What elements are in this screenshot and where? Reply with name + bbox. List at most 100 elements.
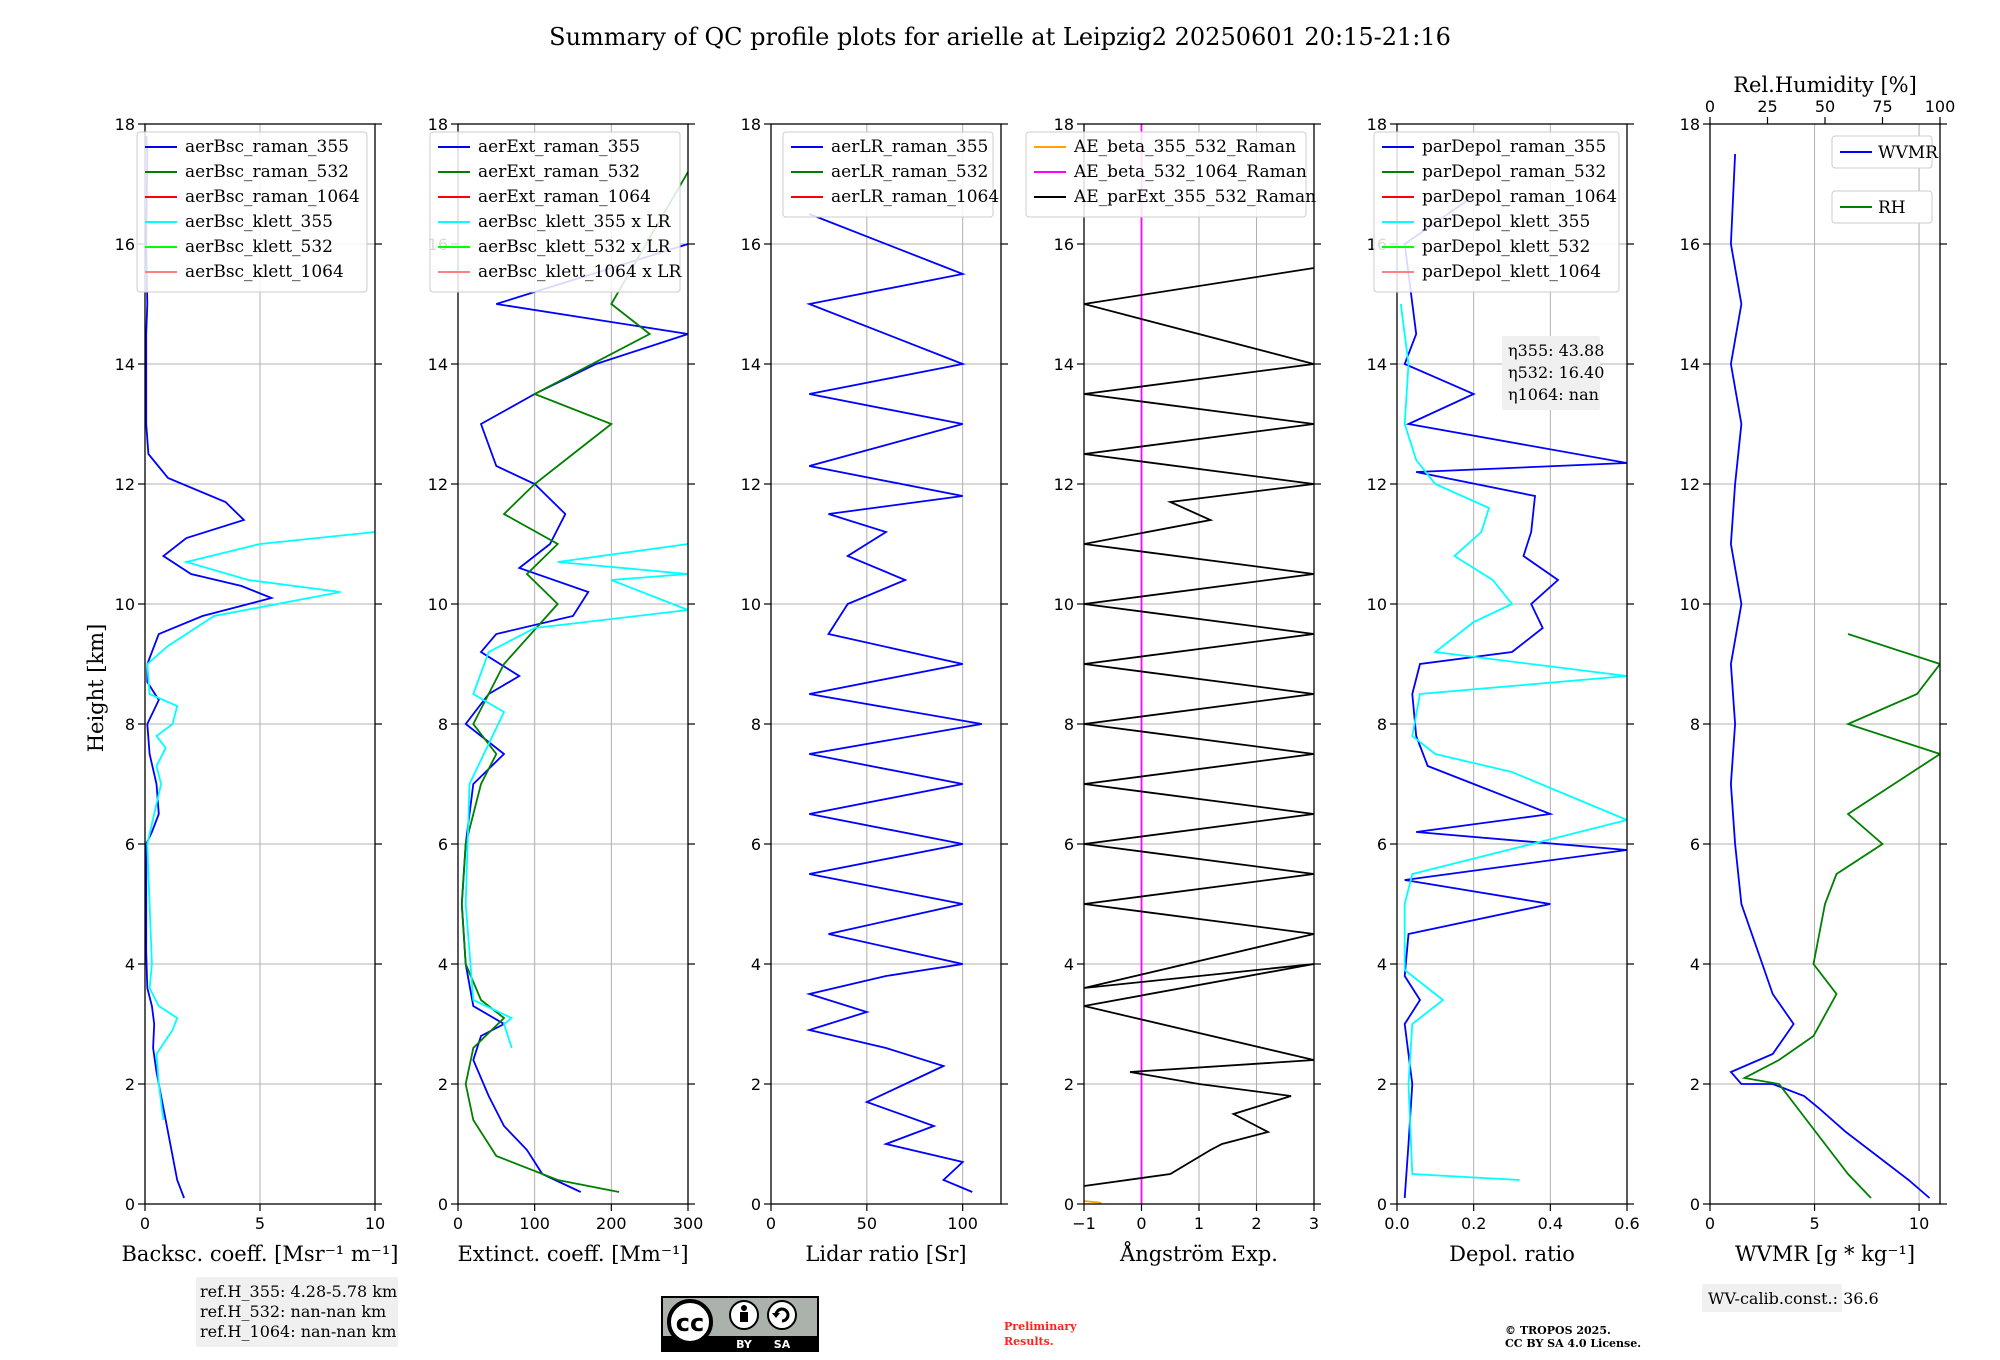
y-tick-label: 6 (1690, 835, 1700, 854)
y-tick-label: 18 (428, 115, 448, 134)
x-tick-label: 0 (1136, 1214, 1146, 1233)
x-tick-label: 10 (365, 1214, 385, 1233)
legend-label: parDepol_raman_355 (1422, 137, 1606, 157)
y-tick-label: 6 (438, 835, 448, 854)
y-tick-label: 6 (125, 835, 135, 854)
legend-label: parDepol_raman_532 (1422, 162, 1606, 182)
x-tick-label: 0.4 (1538, 1214, 1563, 1233)
legend-label: RH (1878, 198, 1906, 218)
panels: 0 2 4 6 8 10 12 14 16 18 0 5 10 Backsc. coeff. [Msr⁻¹… (115, 73, 1956, 1312)
y-tick-label: 8 (438, 715, 448, 734)
series-group (1729, 153, 1940, 1199)
figure-title: Summary of QC profile plots for arielle … (549, 23, 1451, 51)
y-tick-label: 4 (1064, 955, 1074, 974)
cc-license-logo: cc BY SA (661, 1296, 819, 1352)
series-group (460, 171, 688, 1193)
series-line-WVMR (1729, 153, 1931, 1199)
legend-box (1831, 190, 1933, 224)
legend-label: AE_beta_532_1064_Raman (1073, 162, 1307, 182)
eta-eta1064: η1064: nan (1508, 385, 1599, 404)
y-tick-label: 12 (115, 475, 135, 494)
panel-2: 0246810121416180100200300Extinct. coeff.… (428, 115, 704, 1266)
x-tick-label: 0 (453, 1214, 463, 1233)
legend-label: aerBsc_klett_1064 (185, 262, 344, 282)
x2-tick-label: 75 (1872, 97, 1892, 116)
copyright-line-2: CC BY SA 4.0 License. (1505, 1337, 1641, 1350)
y-tick-label: 4 (1690, 955, 1700, 974)
preliminary-line-2: Results. (1004, 1335, 1054, 1348)
eta-box (1502, 336, 1600, 410)
axes-frame (1709, 123, 1941, 1205)
x-axis-label: Depol. ratio (1449, 1242, 1575, 1266)
legend-label: aerBsc_raman_1064 (185, 187, 360, 207)
y-tick-label: 12 (1367, 475, 1387, 494)
y-tick-label: 10 (1680, 595, 1700, 614)
y-tick-label: 0 (1064, 1195, 1074, 1214)
panel-6: 0 2 4 6 8 10 12 14 16 18 0 5 10 WVMR [g * kg⁻¹] 0 25 50 7… (1680, 73, 1956, 1312)
y-tick-label: 4 (438, 955, 448, 974)
y-tick-label: 18 (115, 115, 135, 134)
cc-sa-label: SA (774, 1338, 791, 1351)
y-tick-label: 18 (1680, 115, 1700, 134)
series-line-aerBsc_klett_355 x LR (464, 543, 688, 1049)
x-tick-label: 3 (1309, 1214, 1319, 1233)
eta-eta355: η355: 43.88 (1508, 341, 1604, 360)
x-tick-label: 0.6 (1614, 1214, 1639, 1233)
series-group (1084, 124, 1314, 1204)
legend-box (429, 131, 681, 293)
legend-label: AE_beta_355_532_Raman (1073, 137, 1296, 157)
y-tick-label: 14 (1367, 355, 1387, 374)
x-tick-label: 2 (1251, 1214, 1261, 1233)
legend-label: aerExt_raman_532 (478, 162, 640, 182)
y-tick-label: 12 (741, 475, 761, 494)
y-tick-label: 0 (125, 1195, 135, 1214)
series-line-aerExt_raman_355 (460, 243, 688, 1193)
y-axis-label: Height [km] (84, 624, 108, 753)
y-tick-label: 8 (1064, 715, 1074, 734)
calib-box (1702, 1284, 1842, 1312)
y-tick-label: 4 (125, 955, 135, 974)
y-tick-label: 18 (1054, 115, 1074, 134)
x-tick-label: 50 (857, 1214, 877, 1233)
x-tick-label: 100 (947, 1214, 978, 1233)
cc-by-icon (729, 1300, 759, 1330)
x-axis-label: Backsc. coeff. [Msr⁻¹ m⁻¹] (122, 1242, 399, 1266)
x2-tick-label: 100 (1925, 97, 1956, 116)
legend-label: aerExt_raman_355 (478, 137, 640, 157)
y-tick-label: 10 (428, 595, 448, 614)
series-line-aerExt_raman_532 (460, 171, 688, 1193)
legend-label: parDepol_klett_532 (1422, 237, 1590, 257)
series-group (1399, 195, 1627, 1199)
y-tick-label: 12 (428, 475, 448, 494)
x-tick-label: 0 (140, 1214, 150, 1233)
y-tick-label: 2 (1064, 1075, 1074, 1094)
y-tick-label: 6 (1377, 835, 1387, 854)
legend-box (1025, 131, 1307, 218)
y-tick-label: 0 (1377, 1195, 1387, 1214)
legend-label: aerBsc_klett_1064 x LR (478, 262, 682, 282)
x2-axis-label: Rel.Humidity [%] (1733, 73, 1917, 97)
x-tick-label: −1 (1072, 1214, 1096, 1233)
y-tick-label: 14 (428, 355, 448, 374)
y-tick-label: 12 (1054, 475, 1074, 494)
legend-label: aerLR_raman_355 (831, 137, 988, 157)
x-tick-label: 10 (1909, 1214, 1929, 1233)
y-tick-label: 2 (1377, 1075, 1387, 1094)
legend-label: aerExt_raman_1064 (478, 187, 651, 207)
x2-tick-label: 25 (1757, 97, 1777, 116)
axes-frame (770, 123, 1002, 1205)
series-line-aerBsc_raman_355 (145, 135, 275, 1199)
y-tick-label: 14 (741, 355, 761, 374)
y-tick-label: 6 (1064, 835, 1074, 854)
series-line-RH (1741, 633, 1940, 1199)
y-tick-label: 18 (741, 115, 761, 134)
legend-label: WVMR (1878, 143, 1939, 163)
x-tick-label: 5 (1809, 1214, 1819, 1233)
x-tick-label: 0.0 (1384, 1214, 1409, 1233)
y-tick-label: 16 (741, 235, 761, 254)
y-tick-label: 2 (1690, 1075, 1700, 1094)
legend-label: parDepol_raman_1064 (1422, 187, 1617, 207)
y-tick-label: 10 (741, 595, 761, 614)
